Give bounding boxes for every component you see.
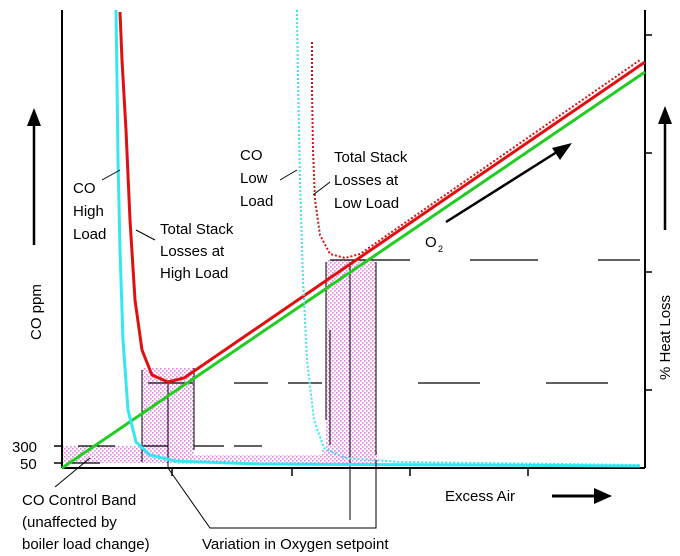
svg-text:CO Control Band: CO Control Band xyxy=(22,492,136,509)
svg-text:2: 2 xyxy=(438,244,443,254)
svg-text:O: O xyxy=(425,234,437,251)
co-control-band-label: CO Control Band (unaffected by boiler lo… xyxy=(22,492,150,553)
x-axis-arrow xyxy=(552,488,612,504)
y-right-axis-label: % Heat Loss xyxy=(657,295,674,380)
right-axis-arrow xyxy=(658,106,672,230)
svg-text:Load: Load xyxy=(73,226,106,243)
svg-text:High Load: High Load xyxy=(160,265,228,282)
right-axis-ticks xyxy=(645,34,652,391)
x-axis-label: Excess Air xyxy=(445,488,515,505)
svg-text:boiler load change): boiler load change) xyxy=(22,536,150,553)
svg-text:Total Stack: Total Stack xyxy=(160,221,234,238)
svg-text:Low: Low xyxy=(240,170,268,187)
oxygen-setpoint-label: Variation in Oxygen setpoint xyxy=(202,536,389,553)
svg-text:Total Stack: Total Stack xyxy=(334,149,408,166)
o2-label: O 2 xyxy=(425,234,443,254)
left-axis-arrow xyxy=(27,108,41,245)
tick-label-50: 50 xyxy=(20,456,37,473)
leader-lines xyxy=(54,169,377,529)
reference-dashes xyxy=(70,259,640,464)
y-left-axis-label: CO ppm xyxy=(28,284,45,340)
bottom-axis-ticks xyxy=(171,468,529,476)
stack-low-load-label: Total Stack Losses at Low Load xyxy=(334,149,408,212)
svg-text:CO: CO xyxy=(73,180,96,197)
co-low-load-curve xyxy=(296,9,641,466)
tick-label-300: 300 xyxy=(12,439,37,456)
svg-text:Low Load: Low Load xyxy=(334,195,399,212)
svg-text:Losses at: Losses at xyxy=(160,243,225,260)
stack-loss-high-load-curve xyxy=(118,11,646,384)
left-axis-ticks xyxy=(54,445,62,464)
co-low-load-label: CO Low Load xyxy=(240,147,273,210)
o2-arrow xyxy=(445,143,572,224)
svg-text:(unaffected by: (unaffected by xyxy=(22,514,117,531)
svg-text:CO: CO xyxy=(240,147,263,164)
svg-text:Load: Load xyxy=(240,193,273,210)
stack-loss-low-load-curve xyxy=(311,42,641,260)
stack-high-load-label: Total Stack Losses at High Load xyxy=(160,221,234,282)
svg-text:High: High xyxy=(73,203,104,220)
co-high-load-curve xyxy=(114,9,641,468)
co-high-load-label: CO High Load xyxy=(73,180,106,243)
svg-text:Losses at: Losses at xyxy=(334,172,399,189)
oxygen-line xyxy=(61,70,646,470)
